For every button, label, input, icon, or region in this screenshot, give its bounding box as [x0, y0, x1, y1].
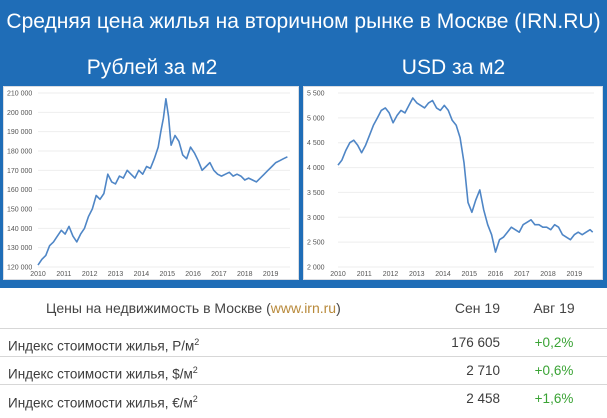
x-tick-label: 2013 [409, 271, 425, 278]
x-tick-label: 2016 [488, 271, 504, 278]
irn-link[interactable]: www.irn.ru [270, 300, 337, 316]
row-value: 176 605 [451, 335, 500, 350]
x-tick-label: 2012 [82, 271, 98, 278]
rub-chart-title: Рублей за м2 [86, 56, 218, 79]
row-value: 2 458 [466, 391, 500, 406]
usd-chart-panel: 2 000 2 500 3 000 3 500 4 000 4 500 5 000 5 500… [303, 86, 603, 280]
table-header-label: Цены на недвижимость в Москве (www.irn.r… [46, 300, 341, 316]
y-tick-label: 130 000 [7, 245, 32, 252]
y-tick-label: 4 500 [307, 140, 325, 147]
y-tick-label: 4 000 [307, 165, 325, 172]
y-tick-label: 150 000 [7, 207, 32, 214]
y-tick-label: 160 000 [7, 187, 32, 194]
row-change: +0,2% [534, 335, 574, 350]
series-line [337, 97, 594, 253]
x-tick-label: 2015 [159, 271, 175, 278]
x-tick-label: 2014 [134, 271, 150, 278]
row-value: 2 710 [466, 363, 500, 378]
x-tick-label: 2017 [514, 271, 530, 278]
row-label: Индекс стоимости жилья, Р/м2 [8, 337, 200, 354]
price-table: Цены на недвижимость в Москве (www.irn.r… [0, 288, 607, 418]
y-tick-label: 210 000 [7, 91, 32, 98]
x-tick-label: 2010 [30, 271, 46, 278]
y-tick-label: 2 500 [307, 240, 325, 247]
x-tick-label: 2012 [383, 271, 399, 278]
y-tick-label: 2 000 [307, 265, 325, 272]
y-tick-label: 3 000 [307, 215, 325, 222]
row-label: Индекс стоимости жилья, $/м2 [8, 365, 198, 382]
x-tick-label: 2017 [211, 271, 227, 278]
header-current-month: Сен 19 [454, 300, 500, 316]
series-line [37, 98, 288, 266]
y-tick-label: 120 000 [7, 265, 32, 272]
row-change: +1,6% [534, 391, 574, 406]
row-change: +0,6% [534, 363, 574, 378]
y-tick-label: 180 000 [7, 149, 32, 156]
x-tick-label: 2015 [461, 271, 477, 278]
y-tick-label: 5 500 [307, 91, 325, 98]
y-tick-label: 3 500 [307, 190, 325, 197]
x-tick-label: 2014 [435, 271, 451, 278]
x-tick-label: 2016 [185, 271, 201, 278]
usd-chart-title: USD за м2 [401, 56, 506, 79]
rub-price-chart: 120 000 130 000 140 000 150 000 160 000 170 0… [7, 91, 290, 278]
y-tick-label: 200 000 [7, 110, 32, 117]
rub-chart-panel: 120 000 130 000 140 000 150 000 160 000 170 0… [3, 86, 299, 280]
y-tick-label: 170 000 [7, 168, 32, 175]
table-row: Индекс стоимости жилья, $/м2 2 710 +0,6% [0, 357, 607, 385]
x-tick-label: 2019 [263, 271, 279, 278]
table-row: Индекс стоимости жилья, €/м2 2 458 +1,6% [0, 385, 607, 413]
x-tick-label: 2010 [330, 271, 346, 278]
x-tick-label: 2011 [357, 271, 372, 278]
page-title: Средняя цена жилья на вторичном рынке в … [6, 10, 601, 33]
y-tick-label: 5 000 [307, 115, 325, 122]
x-tick-label: 2018 [540, 271, 556, 278]
x-tick-label: 2018 [237, 271, 253, 278]
x-tick-label: 2011 [56, 271, 71, 278]
table-header: Цены на недвижимость в Москве (www.irn.r… [0, 288, 607, 329]
row-label: Индекс стоимости жилья, €/м2 [8, 394, 198, 411]
header-prev-month: Авг 19 [533, 300, 575, 316]
y-tick-label: 140 000 [7, 226, 32, 233]
x-tick-label: 2013 [108, 271, 124, 278]
y-tick-label: 190 000 [7, 129, 32, 136]
usd-price-chart: 2 000 2 500 3 000 3 500 4 000 4 500 5 000 5 500… [307, 91, 594, 278]
x-tick-label: 2019 [567, 271, 583, 278]
table-row: Индекс стоимости жилья, Р/м2 176 605 +0,… [0, 329, 607, 357]
